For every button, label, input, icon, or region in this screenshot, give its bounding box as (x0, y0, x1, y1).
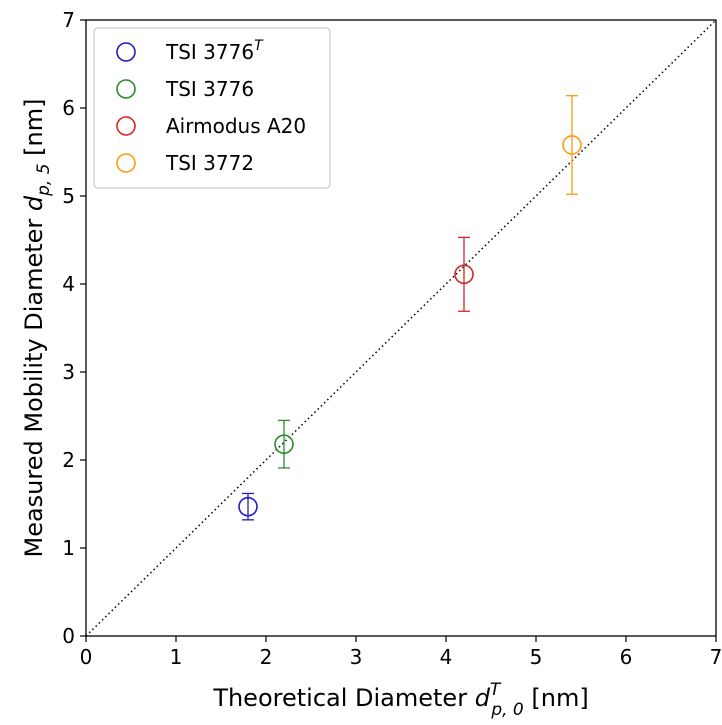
legend-marker (116, 153, 136, 173)
y-tick-label: 2 (62, 448, 75, 472)
data-point (454, 264, 474, 285)
y-tick-label: 4 (62, 272, 75, 296)
legend-marker (116, 116, 136, 136)
legend-box (93, 27, 331, 189)
plot-layer (85, 19, 717, 637)
x-tick-label: 1 (170, 645, 183, 669)
series-3 (562, 95, 582, 195)
y-tick-label: 6 (62, 96, 75, 120)
data-point (238, 496, 258, 517)
legend-item: TSI 3776 (116, 77, 254, 101)
x-tick-label: 3 (350, 645, 363, 669)
x-tick-label: 0 (80, 645, 93, 669)
y-axis-label: Measured Mobility Diameter dp, 5 [nm] (20, 98, 54, 557)
legend-label: TSI 3776 (165, 77, 254, 101)
y-tick-label: 5 (62, 184, 75, 208)
axes-layer: 0 1 2 3 4 5 6 7 0 1 2 3 4 5 6 7 Theoretical Diameter dT p… (20, 8, 722, 720)
legend-item: TSI 3772 (116, 151, 254, 175)
series-1 (274, 419, 294, 469)
x-tick-label: 5 (530, 645, 543, 669)
legend: TSI 3776T TSI 3776 Airmodus A20 TSI 3772 (93, 27, 331, 189)
legend-label: TSI 3772 (165, 151, 254, 175)
legend-marker (116, 79, 136, 99)
plot-frame (85, 19, 717, 637)
x-axis-label: Theoretical Diameter dT p, 0 [nm] (212, 680, 588, 720)
y-tick-label: 3 (62, 360, 75, 384)
legend-label: TSI 3776T (165, 38, 264, 64)
x-tick-label: 6 (620, 645, 633, 669)
y-tick-label: 1 (62, 536, 75, 560)
series-2 (454, 236, 474, 312)
y-tick-label: 7 (62, 8, 75, 32)
data-point (274, 434, 294, 454)
x-tick-label: 2 (260, 645, 273, 669)
x-tick-label: 4 (440, 645, 453, 669)
reference-line (85, 19, 717, 637)
legend-marker (116, 42, 136, 62)
legend-item: Airmodus A20 (116, 114, 306, 138)
legend-label: Airmodus A20 (166, 114, 306, 138)
y-tick-label: 0 (62, 624, 75, 648)
data-point (562, 135, 582, 155)
x-tick-label: 7 (710, 645, 722, 669)
legend-item: TSI 3776T (116, 38, 264, 64)
series-0 (238, 492, 258, 521)
